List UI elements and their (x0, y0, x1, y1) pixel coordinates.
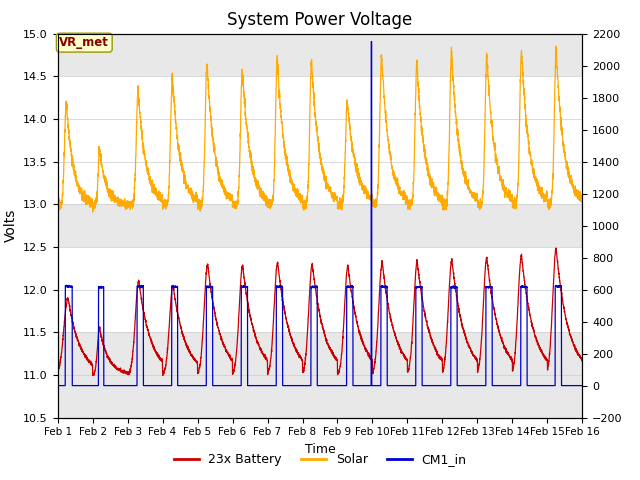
Bar (58, 204, 582, 247)
Bar (58, 332, 582, 418)
Text: VR_met: VR_met (60, 36, 109, 49)
X-axis label: Time: Time (305, 443, 335, 456)
Title: System Power Voltage: System Power Voltage (227, 11, 413, 29)
Bar (58, 34, 582, 76)
Y-axis label: Volts: Volts (4, 209, 17, 242)
Legend: 23x Battery, Solar, CM1_in: 23x Battery, Solar, CM1_in (168, 448, 472, 471)
